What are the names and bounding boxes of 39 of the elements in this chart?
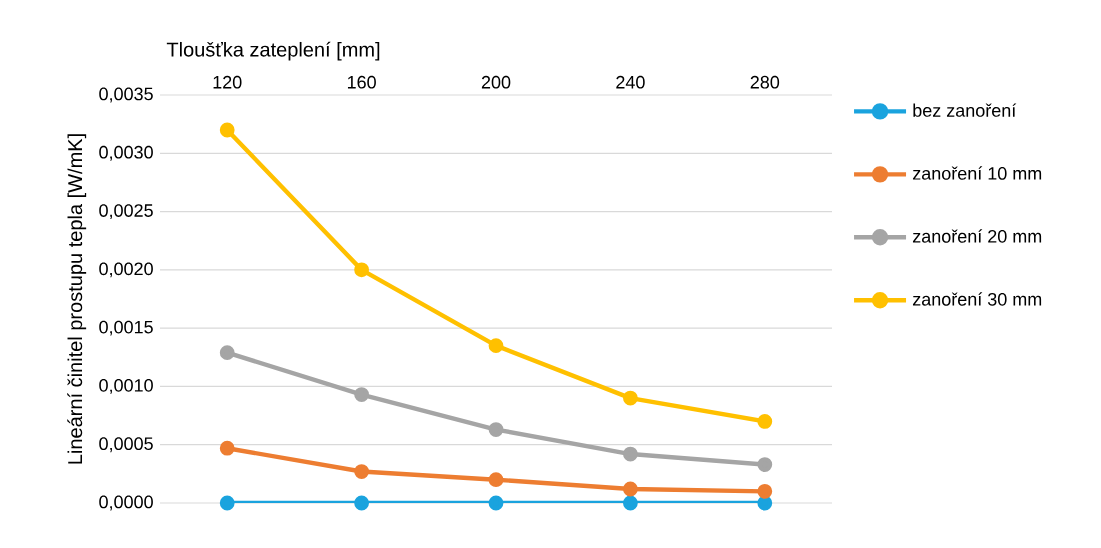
x-axis-title: Tloušťka zateplení [mm] [166,41,380,61]
point [757,457,773,472]
point [623,390,638,406]
y-tick-label: 0,0000 [99,495,153,511]
point [354,464,370,479]
point [623,495,638,511]
point [219,495,235,511]
point [354,387,370,402]
point [219,122,235,138]
legend-label: bez zanoření [913,103,1017,117]
y-tick-label: 0,0030 [99,145,153,161]
point [757,414,773,429]
point [488,338,504,354]
point [623,481,638,497]
y-tick-label: 0,0035 [99,87,153,103]
point [354,262,370,278]
x-tick-label: 160 [347,75,376,89]
y-tick-label: 0,0010 [99,378,153,394]
legend-label: zanoření 10 mm [912,166,1042,180]
legend-label: zanoření 20 mm [912,229,1042,243]
y-tick-label: 0,0005 [99,437,153,453]
point [488,495,504,511]
point [354,495,370,511]
legend-label: zanoření 30 mm [912,292,1042,306]
y-tick-label: 0,0020 [99,262,153,278]
x-tick-label: 280 [750,75,780,89]
point [219,440,235,456]
y-tick-label: 0,0025 [99,204,153,219]
point [219,345,235,361]
point [488,422,504,437]
x-tick-label: 120 [213,75,242,89]
point [757,495,773,511]
x-tick-label: 200 [481,75,511,89]
point [623,446,638,462]
y-tick-label: 0,0015 [99,320,153,336]
point [757,483,773,499]
point [488,472,504,488]
y-axis-title: Lineární činitel prostupu tepla [W/mK] [67,134,87,464]
x-tick-label: 240 [616,75,645,89]
